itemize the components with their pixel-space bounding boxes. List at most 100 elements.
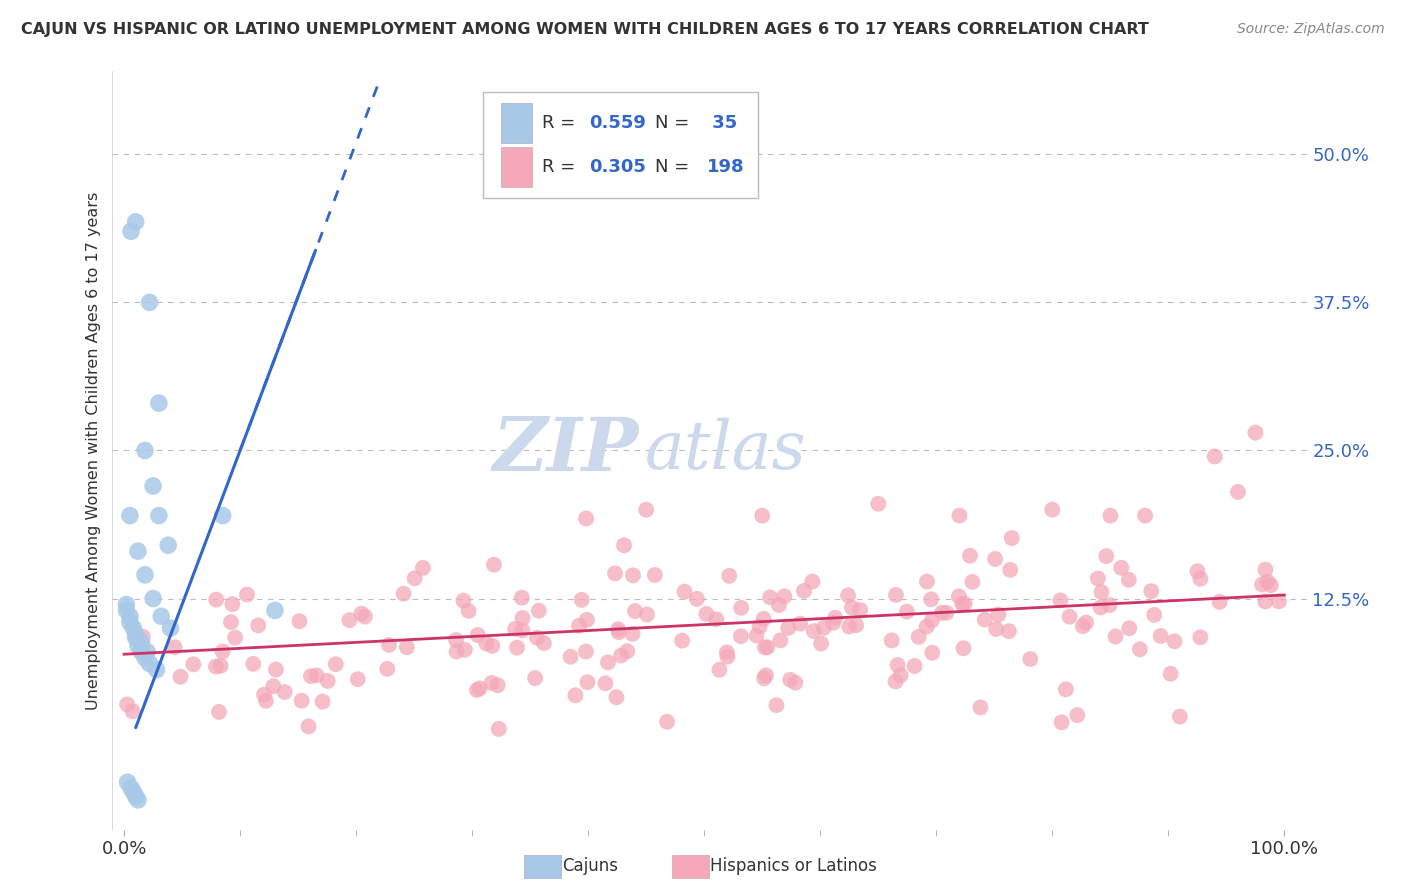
Point xyxy=(931,606,953,620)
Point xyxy=(122,621,145,635)
Point xyxy=(564,689,586,703)
Point xyxy=(524,671,547,685)
Point xyxy=(205,659,228,673)
Point xyxy=(219,615,242,629)
Point xyxy=(395,640,418,655)
Point xyxy=(299,669,322,683)
Point xyxy=(1118,621,1140,635)
Text: Cajuns: Cajuns xyxy=(562,857,619,875)
Point xyxy=(1109,561,1132,575)
Point xyxy=(880,633,903,648)
Point xyxy=(254,694,277,708)
Point xyxy=(122,785,145,799)
Point xyxy=(948,508,970,523)
Point xyxy=(1054,682,1077,697)
Point xyxy=(138,295,160,310)
Point xyxy=(526,631,548,645)
Point xyxy=(838,619,860,633)
Point xyxy=(778,621,800,635)
Point xyxy=(768,598,790,612)
Point xyxy=(1090,600,1112,615)
Point xyxy=(224,631,246,645)
Point xyxy=(1257,574,1279,589)
Point xyxy=(655,714,678,729)
Point xyxy=(1118,573,1140,587)
Point xyxy=(1140,584,1163,599)
Point xyxy=(209,658,232,673)
Point xyxy=(291,694,314,708)
Point xyxy=(571,592,593,607)
Point xyxy=(115,598,138,612)
Point xyxy=(1040,502,1063,516)
Point xyxy=(950,597,973,611)
Point xyxy=(921,646,943,660)
Point xyxy=(636,502,658,516)
Point xyxy=(616,644,638,658)
Point xyxy=(1204,450,1226,464)
Point xyxy=(921,613,943,627)
Point xyxy=(751,508,773,523)
Point xyxy=(605,690,627,705)
Point xyxy=(686,591,709,606)
Point xyxy=(392,587,415,601)
Point xyxy=(959,549,981,563)
Point xyxy=(264,663,287,677)
Point xyxy=(915,574,938,589)
Point xyxy=(475,636,498,650)
Point xyxy=(1066,708,1088,723)
Point xyxy=(325,657,347,672)
FancyBboxPatch shape xyxy=(501,147,531,186)
Point xyxy=(998,624,1021,639)
Point xyxy=(673,584,696,599)
Point xyxy=(354,609,377,624)
Point xyxy=(512,611,534,625)
Point xyxy=(756,640,779,655)
Point xyxy=(127,544,149,558)
Point xyxy=(752,671,775,685)
Point xyxy=(205,592,228,607)
Point xyxy=(610,648,633,663)
Point xyxy=(134,567,156,582)
Point xyxy=(849,603,872,617)
Point xyxy=(716,649,738,664)
Point xyxy=(533,636,555,650)
Point xyxy=(412,561,434,575)
Point xyxy=(375,662,398,676)
Point xyxy=(1071,619,1094,633)
Point xyxy=(1133,508,1156,523)
Point xyxy=(621,568,644,582)
Point xyxy=(1098,598,1121,612)
Point xyxy=(211,644,233,658)
Point xyxy=(704,612,727,626)
Point xyxy=(1049,593,1071,607)
Point xyxy=(755,668,778,682)
Point xyxy=(803,624,825,639)
Point xyxy=(1244,425,1267,440)
Point xyxy=(1074,615,1097,630)
Point xyxy=(998,563,1021,577)
Point xyxy=(575,613,598,627)
Point xyxy=(748,619,770,633)
Point xyxy=(127,793,149,807)
Point xyxy=(183,657,205,672)
Point xyxy=(134,650,156,665)
Point xyxy=(948,590,970,604)
Point xyxy=(454,642,477,657)
Point xyxy=(752,612,775,626)
Point xyxy=(644,568,666,582)
Point xyxy=(125,215,148,229)
Point xyxy=(1189,631,1212,645)
Point xyxy=(709,663,731,677)
Point xyxy=(169,670,191,684)
Point xyxy=(486,678,509,692)
Text: R =: R = xyxy=(541,158,581,176)
Point xyxy=(613,538,636,552)
Point xyxy=(560,649,582,664)
Point xyxy=(221,597,243,611)
Point xyxy=(607,622,630,636)
Point xyxy=(510,591,533,605)
Point xyxy=(453,593,475,607)
Point xyxy=(134,443,156,458)
Point xyxy=(1129,642,1152,657)
Point xyxy=(718,569,741,583)
